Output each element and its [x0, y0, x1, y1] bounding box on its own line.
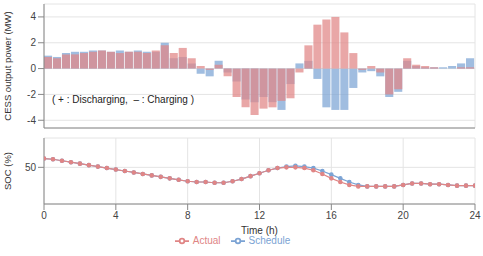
svg-text:24: 24	[469, 210, 475, 221]
svg-text:12: 12	[254, 210, 266, 221]
html-text:Schedule: Schedule	[248, 234, 291, 246]
html-text:Actual: Actual	[192, 234, 221, 246]
svg-text:Time (h): Time (h)	[241, 225, 278, 236]
svg-text:2: 2	[30, 37, 36, 48]
svg-text:SOC (%): SOC (%)	[8, 152, 13, 190]
svg-text:0: 0	[30, 63, 36, 74]
svg-text:8: 8	[185, 210, 191, 221]
html-text:( + : Discharging, – : Chargin: ( + : Discharging, – : Charging )	[52, 94, 194, 105]
svg-text:20: 20	[398, 210, 410, 221]
svg-text:50: 50	[25, 162, 37, 173]
svg-text:-4: -4	[27, 115, 36, 126]
svg-text:CESS output power (MW): CESS output power (MW)	[8, 11, 13, 120]
svg-text:4: 4	[113, 210, 119, 221]
svg-text:0: 0	[41, 210, 47, 221]
svg-text:16: 16	[326, 210, 338, 221]
svg-text:4: 4	[30, 11, 36, 22]
svg-text:-2: -2	[27, 89, 36, 100]
